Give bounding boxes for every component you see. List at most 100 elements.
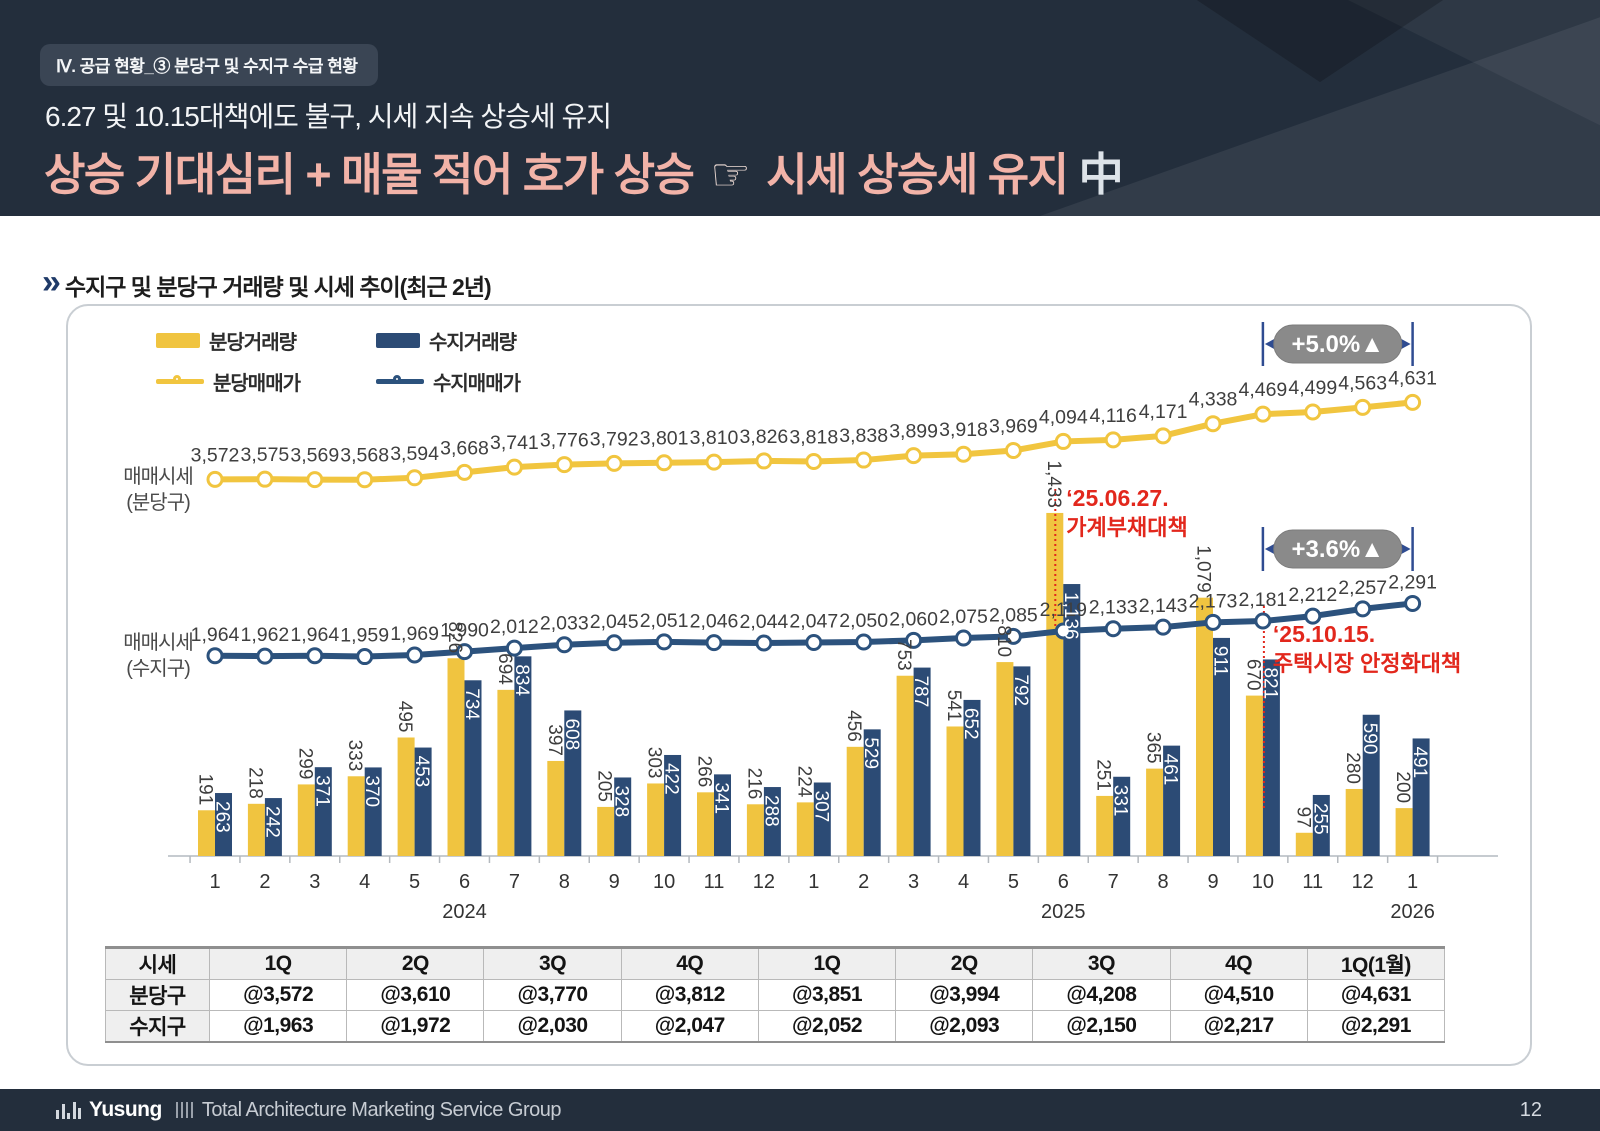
line-marker [356,471,374,489]
bar-label-bundang: 191 [195,774,216,806]
line-marker [406,469,424,487]
table-col-header: 4Q [620,947,759,980]
bar-suji [1262,659,1280,856]
table-cell: @3,851 [757,979,897,1011]
change-badge-pill [1273,324,1403,364]
bar-label-bundang: 266 [694,756,715,788]
line-label-bundang: 3,569 [290,445,339,467]
line-label-suji: 2,075 [939,606,988,628]
slide-footer: Yusung Total Architecture Marketing Serv… [0,1089,1600,1131]
bar-label-bundang: 1,079 [1193,545,1214,593]
slide-header: Ⅳ. 공급 현황_③ 분당구 및 수지구 수급 현황 6.27 및 10.15대… [0,0,1600,216]
table-cell: @3,812 [620,979,759,1011]
table-col-header: 1Q [757,947,897,980]
line-marker [1354,398,1372,416]
bar-suji [813,782,831,856]
bar-suji [1213,637,1230,856]
bar-suji [364,767,382,856]
line-label-suji: 2,257 [1338,577,1387,599]
bar-label-suji: 529 [860,737,881,769]
event-date: ‘25.06.27. [1066,485,1168,511]
bar-suji [1063,584,1081,856]
line-marker [855,633,873,651]
event-date: ‘25.10.15. [1273,621,1375,647]
table-col-header: 2Q [895,947,1034,980]
line-label-suji: 2,046 [690,611,739,633]
pointing-hand-icon: ☞ [710,149,750,200]
month-label: 6 [459,871,470,893]
legend-item: 분당매매가 [156,367,376,396]
legend-label: 수지매매가 [433,373,521,395]
bar-suji [963,699,981,856]
bar-suji [414,747,432,856]
line-label-bundang: 3,792 [590,428,639,450]
bar-label-bundang: 456 [843,710,864,742]
bar-label-suji: 422 [661,763,682,795]
bar-bundang [996,662,1014,856]
bar-suji [763,787,781,856]
legend-label: 분당매매가 [213,373,301,395]
bar-bundang [697,792,714,856]
line-marker [805,633,823,651]
line-label-bundang: 3,568 [340,445,389,467]
table-cell: @2,217 [1169,1010,1308,1043]
table-col-header: 2Q [346,947,485,980]
bar-bundang [247,803,265,856]
bar-bundang [1395,808,1413,856]
line-marker [705,634,723,652]
month-label: 8 [559,871,570,893]
line-marker [1154,618,1172,636]
page-number: 12 [1519,1098,1542,1121]
legend-bar-swatch [376,333,420,348]
table-cell: @2,093 [895,1010,1034,1043]
bar-label-suji: 652 [960,708,981,740]
bar-label-bundang: 495 [394,701,415,733]
month-label: 3 [309,871,320,893]
line-label-bundang: 4,631 [1388,367,1437,389]
table-row: 분당구 @3,572 @3,610 @3,770 @3,812 @3,851 @3,994 @… [105,979,1446,1011]
legend-line-swatch [376,374,424,389]
table-cell: @3,994 [895,979,1034,1011]
section-heading-label: 수지구 및 분당구 거래량 및 시세 추이(최근 2년) [64,274,492,300]
year-label: 2026 [1390,901,1435,923]
bar-label-suji: 590 [1359,723,1380,755]
legend-item: 분당거래량 [156,326,376,355]
bar-suji [1163,745,1181,856]
bar-label-suji: 328 [611,785,632,817]
line-label-bundang: 4,338 [1189,389,1238,411]
year-label: 2025 [1041,901,1086,923]
bar-bundang [946,726,964,856]
bar-label-bundang: 200 [1392,771,1413,803]
bar-label-suji: 242 [261,806,282,838]
bar-label-suji: 341 [711,782,732,814]
bar-label-suji: 461 [1160,754,1181,786]
month-label: 8 [1158,871,1169,893]
bar-bundang [846,746,864,856]
axis-label-suji: 매매시세 (수지구) [123,632,194,680]
legend-label: 수지거래량 [429,332,517,354]
bar-label-suji: 911 [1210,646,1231,676]
month-label: 4 [958,871,969,893]
bar-bundang [746,804,764,856]
bar-label-bundang: 280 [1342,752,1363,784]
line-label-bundang: 3,776 [540,430,589,452]
bar-label-suji: 491 [1409,746,1430,778]
line-marker [505,458,523,476]
price-table-wrap: 시세 1Q 2Q 3Q 4Q 1Q 2Q 3Q 4Q 1Q(1월) 분당구 @3,572 @3,610… [105,946,1446,1043]
bar-bundang [597,806,615,856]
bar-suji [314,767,332,856]
line-label-bundang: 4,499 [1288,377,1337,399]
line-marker [1204,415,1222,433]
bar-label-suji: 331 [1110,785,1131,817]
month-label: 12 [753,871,775,893]
line-label-bundang: 3,838 [839,425,888,447]
line-label-bundang: 3,918 [939,419,988,441]
line-label-bundang: 3,810 [690,427,739,449]
line-label-suji: 1,964 [290,624,339,646]
table-cell: @2,291 [1306,1010,1446,1043]
bar-suji [913,667,931,856]
line-marker [306,647,324,665]
month-label: 9 [1207,871,1218,893]
